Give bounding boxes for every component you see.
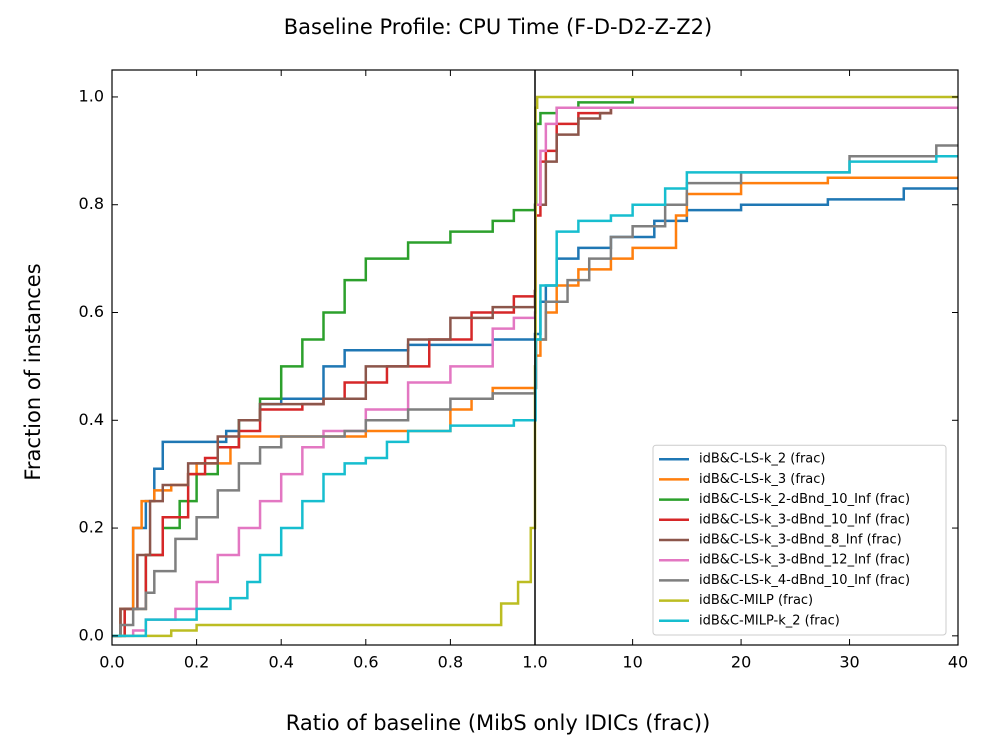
series-line <box>112 154 958 638</box>
x-tick-label: 20 <box>731 653 751 672</box>
series-line <box>112 96 634 638</box>
x-tick-label: 0.2 <box>184 653 209 672</box>
legend-label: idB&C-LS-k_4-dBnd_10_Inf (frac) <box>699 573 910 588</box>
y-tick-label: 0.2 <box>79 518 104 537</box>
y-tick-label: 0.6 <box>79 302 104 321</box>
y-tick-label: 0.8 <box>79 194 104 213</box>
y-tick-label: 0.4 <box>79 410 104 429</box>
y-axis-label: Fraction of instances <box>21 263 45 480</box>
x-tick-label: 1.0 <box>522 653 547 672</box>
x-tick-label: 0.4 <box>268 653 293 672</box>
series-line <box>112 144 958 638</box>
legend-label: idB&C-LS-k_2-dBnd_10_Inf (frac) <box>699 492 910 507</box>
y-tick-label: 0.0 <box>79 625 104 644</box>
x-tick-label: 30 <box>839 653 859 672</box>
x-tick-label: 40 <box>948 653 968 672</box>
x-tick-label: 0.0 <box>99 653 124 672</box>
legend-label: idB&C-LS-k_3-dBnd_12_Inf (frac) <box>699 553 910 568</box>
legend-box <box>652 444 947 636</box>
legend-label: idB&C-LS-k_3-dBnd_8_Inf (frac) <box>699 533 902 548</box>
legend-label: idB&C-LS-k_3 (frac) <box>699 472 825 487</box>
series-line <box>112 107 613 638</box>
series-line <box>112 187 958 638</box>
chart-title: Baseline Profile: CPU Time (F-D-D2-Z-Z2) <box>284 15 712 39</box>
y-tick-label: 1.0 <box>79 86 104 105</box>
legend-label: idB&C-LS-k_3-dBnd_10_Inf (frac) <box>699 512 910 527</box>
legend-label: idB&C-MILP-k_2 (frac) <box>699 613 840 628</box>
x-tick-label: 10 <box>622 653 642 672</box>
legend-label: idB&C-MILP (frac) <box>699 593 813 608</box>
x-tick-label: 0.6 <box>353 653 378 672</box>
x-axis-label: Ratio of baseline (MibS only IDICs (frac… <box>286 711 711 735</box>
legend-label: idB&C-LS-k_2 (frac) <box>699 452 825 467</box>
x-tick-label: 0.8 <box>438 653 463 672</box>
